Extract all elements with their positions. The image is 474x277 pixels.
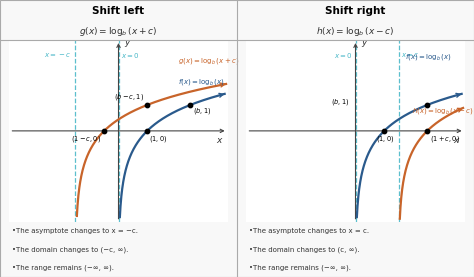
Text: $(1, 0)$: $(1, 0)$ xyxy=(375,134,394,144)
Text: •The asymptote changes to x = −c.: •The asymptote changes to x = −c. xyxy=(12,228,138,234)
Point xyxy=(423,129,431,133)
Text: $(1 - c, 0)$: $(1 - c, 0)$ xyxy=(71,134,101,144)
Text: $(1 + c, 0)$: $(1 + c, 0)$ xyxy=(429,134,460,144)
Point xyxy=(144,103,151,107)
Text: $x = c$: $x = c$ xyxy=(401,51,420,59)
Text: $x = 0$: $x = 0$ xyxy=(121,51,140,60)
Text: $(b + c, 1)$: $(b + c, 1)$ xyxy=(473,97,474,107)
Text: $x$: $x$ xyxy=(453,135,460,145)
Point xyxy=(186,103,194,107)
Point xyxy=(423,103,431,107)
Text: $x$: $x$ xyxy=(216,135,223,145)
Text: $(b - c, 1)$: $(b - c, 1)$ xyxy=(114,92,144,102)
Text: $y$: $y$ xyxy=(361,38,368,49)
Text: Shift left: Shift left xyxy=(92,6,145,16)
Text: •The range remains (−∞, ∞).: •The range remains (−∞, ∞). xyxy=(12,265,114,271)
Text: •The domain changes to (c, ∞).: •The domain changes to (c, ∞). xyxy=(249,247,359,253)
Point xyxy=(144,129,151,133)
Text: $y$: $y$ xyxy=(124,38,131,49)
Text: $(b, 1)$: $(b, 1)$ xyxy=(331,97,350,107)
Text: •The asymptote changes to x = c.: •The asymptote changes to x = c. xyxy=(249,228,369,234)
Text: $(b, 1)$: $(b, 1)$ xyxy=(193,106,211,116)
Text: $h(x) = \log_b(x - c)$: $h(x) = \log_b(x - c)$ xyxy=(412,106,474,116)
Text: •The range remains (−∞, ∞).: •The range remains (−∞, ∞). xyxy=(249,265,351,271)
Text: Shift right: Shift right xyxy=(325,6,386,16)
Text: $f(x) = \log_b(x)$: $f(x) = \log_b(x)$ xyxy=(404,52,451,62)
Text: $f(x) = \log_b(x)$: $f(x) = \log_b(x)$ xyxy=(178,77,225,87)
Text: $x = 0$: $x = 0$ xyxy=(334,51,353,60)
Text: $g(x) = \log_b(x + c)$: $g(x) = \log_b(x + c)$ xyxy=(178,56,240,66)
Text: $h(x) = \log_b(x - c)$: $h(x) = \log_b(x - c)$ xyxy=(317,25,394,38)
Point xyxy=(466,103,474,107)
Text: $g(x) = \log_b(x + c)$: $g(x) = \log_b(x + c)$ xyxy=(80,25,157,38)
Text: •The domain changes to (−c, ∞).: •The domain changes to (−c, ∞). xyxy=(12,247,128,253)
Point xyxy=(100,129,108,133)
Text: $x = -c$: $x = -c$ xyxy=(44,51,71,59)
Point xyxy=(381,129,388,133)
Text: $(1, 0)$: $(1, 0)$ xyxy=(149,134,168,144)
